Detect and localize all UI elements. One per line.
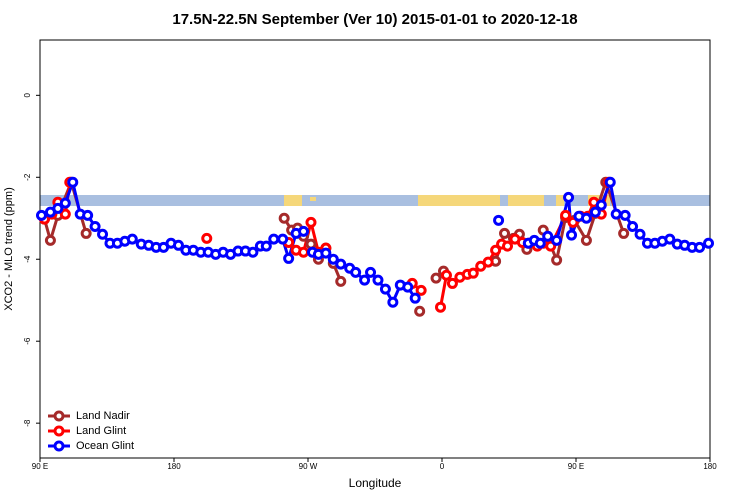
- y-tick-label: -4: [23, 255, 32, 263]
- plot-frame: [39, 39, 711, 459]
- y-tick-label: 0: [23, 93, 32, 98]
- point: [44, 234, 56, 246]
- point: [499, 227, 511, 239]
- point: [305, 216, 317, 228]
- point: [350, 266, 362, 278]
- y-tick-label: -2: [23, 173, 32, 181]
- point: [467, 267, 479, 279]
- y-axis-label: XCO2 - MLO trend (ppm): [3, 187, 15, 310]
- point: [52, 202, 64, 214]
- point: [67, 176, 79, 188]
- point: [567, 216, 579, 228]
- point: [627, 220, 639, 232]
- point: [534, 237, 546, 249]
- point: [542, 230, 554, 242]
- point: [604, 176, 616, 188]
- point: [446, 277, 458, 289]
- legend-label: Land Glint: [76, 425, 126, 437]
- point: [278, 212, 290, 224]
- point: [126, 233, 138, 245]
- point: [379, 283, 391, 295]
- point: [82, 209, 94, 221]
- point: [595, 199, 607, 211]
- point: [414, 305, 426, 317]
- point: [268, 233, 280, 245]
- point: [260, 240, 272, 252]
- point: [580, 234, 592, 246]
- point: [618, 227, 630, 239]
- point: [634, 228, 646, 240]
- x-tick-label: 90 E: [568, 462, 584, 471]
- x-tick-label: 180: [167, 462, 181, 471]
- point: [327, 253, 339, 265]
- point: [372, 274, 384, 286]
- point: [415, 284, 427, 296]
- point: [277, 233, 289, 245]
- point: [551, 234, 563, 246]
- y-tick-label: -8: [23, 419, 32, 427]
- point: [305, 238, 317, 250]
- x-tick-label: 180: [703, 462, 717, 471]
- point: [619, 209, 631, 221]
- point: [35, 209, 47, 221]
- chart-title: 17.5N-22.5N September (Ver 10) 2015-01-0…: [172, 11, 577, 28]
- point: [589, 206, 601, 218]
- point: [97, 228, 109, 240]
- y-tick-label: -6: [23, 337, 32, 345]
- point: [430, 272, 442, 284]
- point: [482, 256, 494, 268]
- legend-label: Land Nadir: [76, 410, 130, 422]
- point: [435, 301, 447, 313]
- x-tick-label: 90 E: [32, 462, 48, 471]
- point: [563, 191, 575, 203]
- point: [387, 296, 399, 308]
- point: [298, 246, 310, 258]
- point: [89, 220, 101, 232]
- point: [359, 274, 371, 286]
- point: [560, 209, 572, 221]
- point: [335, 275, 347, 287]
- x-tick-label: 0: [440, 462, 445, 471]
- point: [502, 240, 514, 252]
- legend-label: Ocean Glint: [76, 440, 134, 452]
- point: [402, 281, 414, 293]
- legend-marker: [53, 410, 65, 422]
- point: [365, 266, 377, 278]
- point: [610, 208, 622, 220]
- point: [298, 225, 310, 237]
- point: [551, 254, 563, 266]
- point: [490, 244, 502, 256]
- point: [59, 208, 71, 220]
- point: [320, 247, 332, 259]
- point: [80, 227, 92, 239]
- point: [694, 241, 706, 253]
- point: [247, 246, 259, 258]
- x-axis-label: Longitude: [349, 476, 402, 490]
- point: [283, 252, 295, 264]
- point: [172, 239, 184, 251]
- point: [703, 237, 715, 249]
- point: [493, 214, 505, 226]
- point: [409, 292, 421, 304]
- legend-marker: [53, 425, 65, 437]
- legend-marker: [53, 440, 65, 452]
- point: [201, 232, 213, 244]
- point: [664, 233, 676, 245]
- point: [335, 258, 347, 270]
- point: [566, 229, 578, 241]
- point: [580, 212, 592, 224]
- legend: Land Nadir Land Glint Ocean Glint: [48, 410, 134, 452]
- x-tick-label: 90 W: [299, 462, 318, 471]
- point: [59, 197, 71, 209]
- point: [440, 269, 452, 281]
